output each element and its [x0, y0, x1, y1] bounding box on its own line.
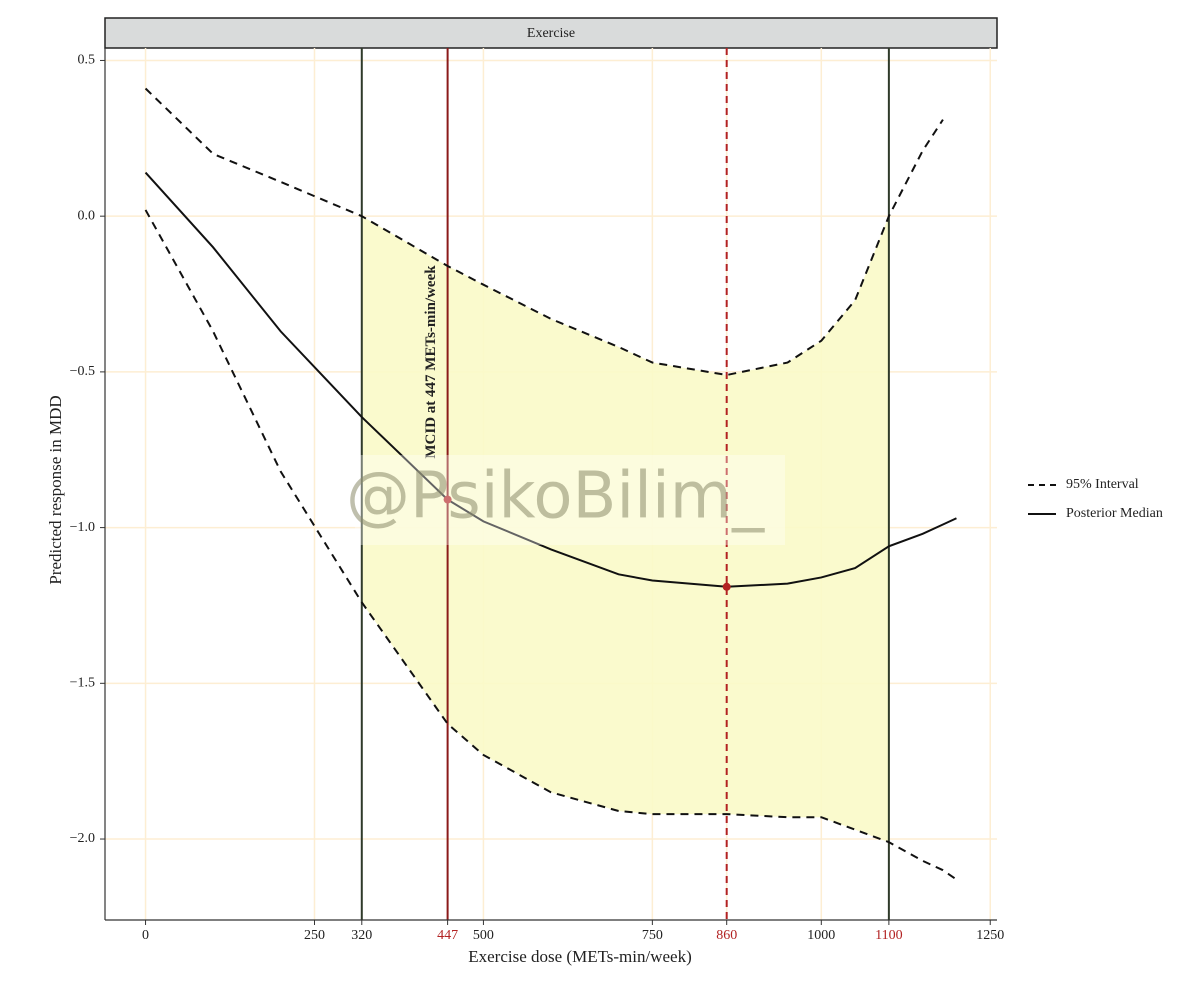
watermark-box: [355, 455, 785, 545]
series-line: [144, 171, 957, 588]
x-tick-label: 1250: [976, 928, 1004, 943]
x-tick-label: 250: [304, 928, 325, 943]
interval-band: [361, 216, 889, 843]
legend-label: Posterior Median: [1066, 506, 1163, 521]
y-tick-label: −1.0: [70, 520, 95, 535]
x-tick-label: 1000: [807, 928, 835, 943]
watermark: @PsikoBilim_: [346, 460, 765, 534]
x-tick-label: 500: [473, 928, 494, 943]
highlight-point: [443, 495, 452, 504]
x-tick-label: 0: [142, 928, 149, 943]
series-line: [144, 209, 958, 881]
legend-label: 95% Interval: [1066, 477, 1139, 492]
y-tick-label: 0.0: [78, 208, 96, 223]
y-axis-title: Predicted response in MDD: [46, 395, 65, 584]
x-tick-label: 1100: [875, 928, 902, 943]
strip: [104, 17, 998, 49]
x-tick-label: 860: [716, 928, 737, 943]
x-tick-label: 447: [437, 928, 458, 943]
x-tick-label: 320: [351, 928, 372, 943]
x-tick-label: 750: [642, 928, 663, 943]
y-tick-label: −2.0: [70, 831, 95, 846]
series-line: [144, 87, 944, 377]
strip-label: Exercise: [527, 26, 575, 41]
y-tick-label: 0.5: [78, 53, 96, 68]
y-tick-label: −0.5: [70, 364, 95, 379]
x-axis-title: Exercise dose (METs-min/week): [468, 947, 692, 966]
highlight-point: [722, 582, 731, 591]
annotation: MCID at 447 METs-min/week: [423, 265, 439, 459]
y-tick-label: −1.5: [70, 676, 95, 691]
